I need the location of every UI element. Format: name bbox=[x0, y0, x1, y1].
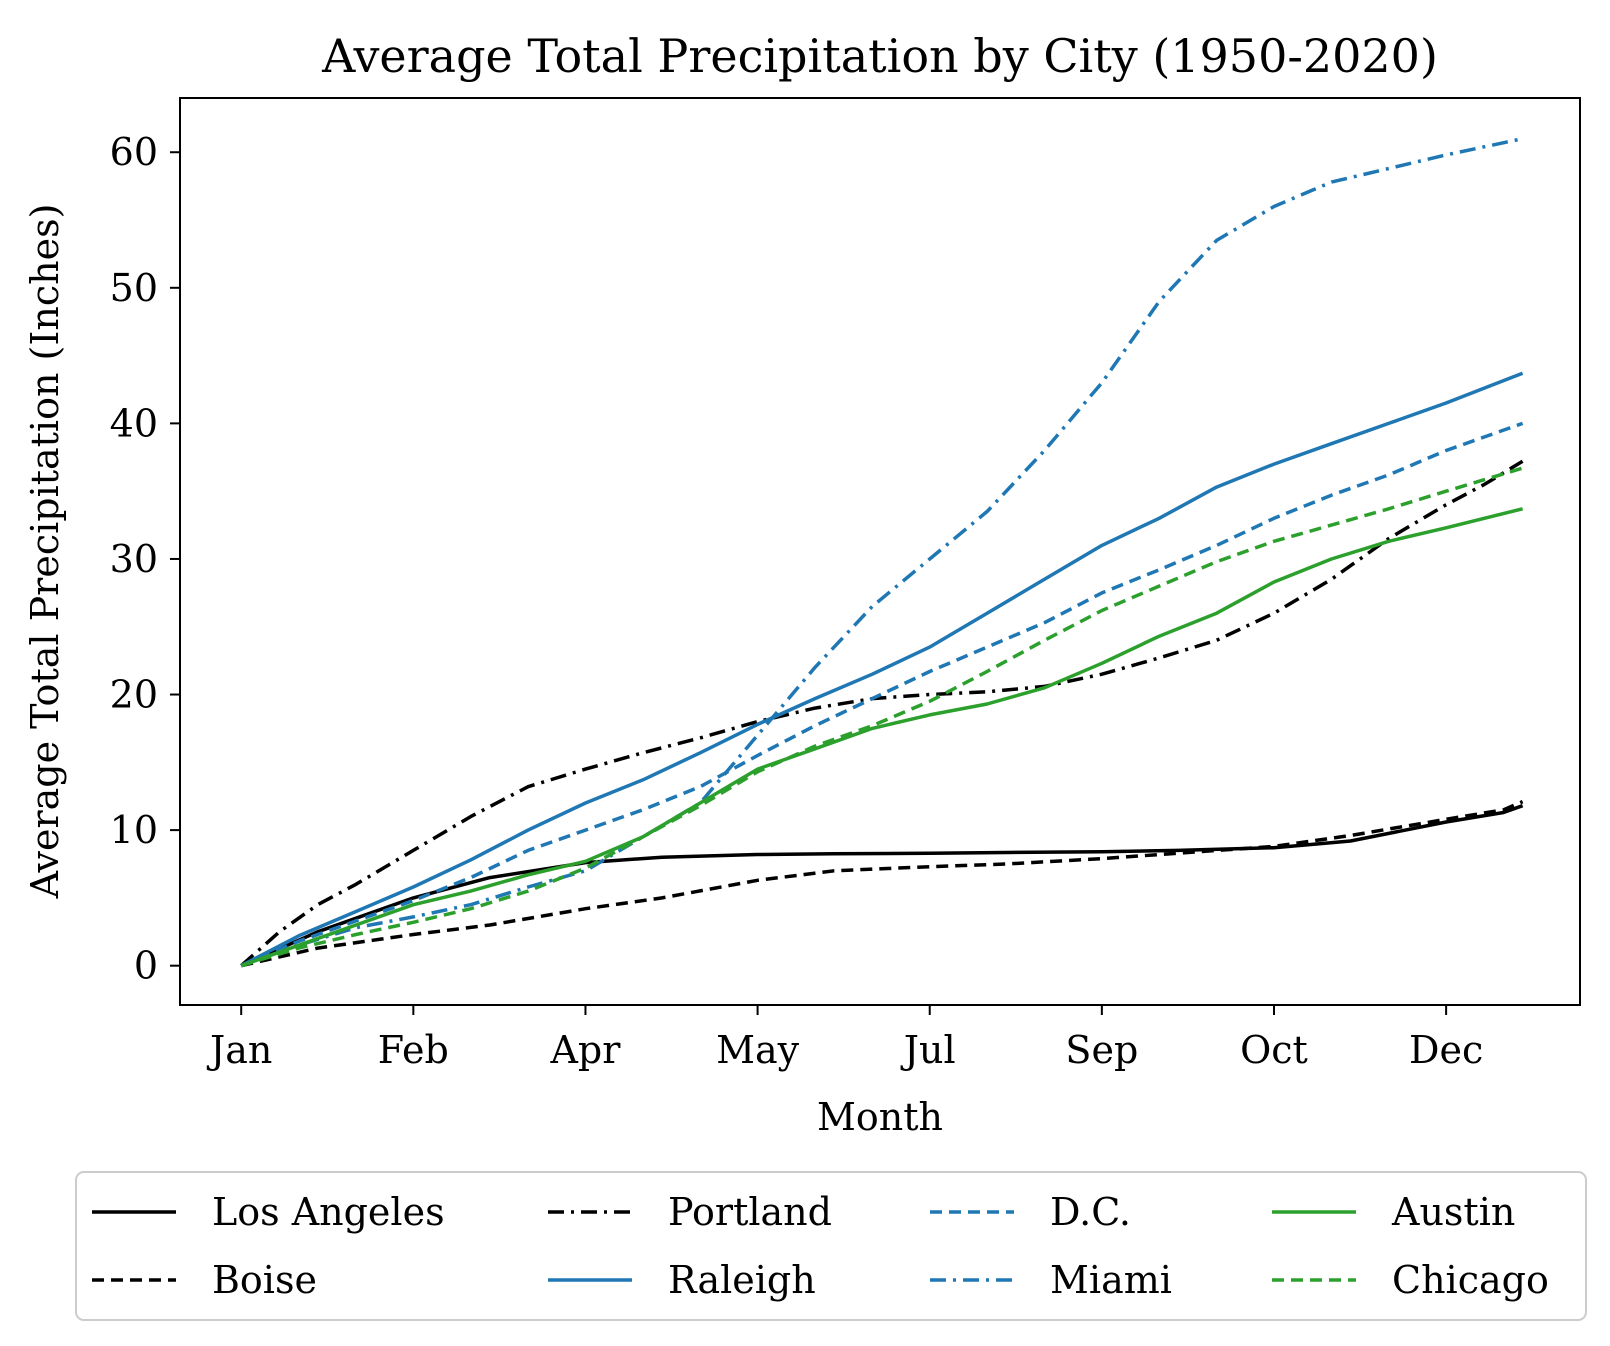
y-axis-ticks: 0 10 20 30 40 50 60 bbox=[110, 130, 180, 988]
legend-label: Los Angeles bbox=[212, 1190, 445, 1234]
y-tick-label: 10 bbox=[110, 808, 158, 852]
legend-label: Miami bbox=[1050, 1258, 1172, 1302]
series-line-raleigh bbox=[240, 371, 1524, 968]
x-tick-label: Feb bbox=[378, 1028, 449, 1072]
x-tick-label: Oct bbox=[1240, 1028, 1308, 1072]
series-line-boise bbox=[240, 799, 1524, 968]
chart-title: Average Total Precipitation by City (195… bbox=[321, 29, 1438, 83]
series-line-austin bbox=[240, 507, 1524, 968]
y-tick-label: 40 bbox=[110, 401, 158, 445]
plot-frame bbox=[179, 97, 1581, 1006]
legend-label: Austin bbox=[1391, 1190, 1515, 1234]
legend-label: Portland bbox=[668, 1190, 832, 1234]
series-line-d-c bbox=[240, 421, 1524, 968]
series-line-miami bbox=[240, 136, 1523, 968]
series-line-los-angeles bbox=[240, 804, 1524, 968]
x-tick-label: Dec bbox=[1409, 1028, 1483, 1072]
y-tick-label: 60 bbox=[110, 130, 158, 174]
x-tick-label: May bbox=[716, 1028, 800, 1072]
series-line-chicago bbox=[240, 466, 1524, 968]
legend: Los Angeles Boise Portland Raleigh D.C. Miami… bbox=[75, 1171, 1587, 1321]
x-tick-label: Sep bbox=[1065, 1028, 1138, 1072]
x-tick-label: Apr bbox=[549, 1028, 621, 1072]
y-tick-label: 20 bbox=[110, 673, 158, 717]
x-axis-ticks: Jan Feb Apr May Jul Sep Oct Dec bbox=[206, 1005, 1483, 1072]
legend-label: Raleigh bbox=[668, 1258, 816, 1302]
legend-box bbox=[75, 1171, 1587, 1321]
x-axis-label: Month bbox=[817, 1095, 943, 1139]
y-axis-label: Average Total Precipitation (Inches) bbox=[23, 204, 67, 900]
y-tick-label: 30 bbox=[110, 537, 158, 581]
series-layer bbox=[240, 136, 1524, 968]
x-tick-label: Jul bbox=[900, 1028, 956, 1072]
legend-label: Chicago bbox=[1392, 1258, 1549, 1302]
y-tick-label: 0 bbox=[134, 944, 158, 988]
y-tick-label: 50 bbox=[110, 266, 158, 310]
legend-label: Boise bbox=[212, 1258, 317, 1302]
x-tick-label: Jan bbox=[206, 1028, 272, 1072]
legend-label: D.C. bbox=[1050, 1190, 1131, 1234]
